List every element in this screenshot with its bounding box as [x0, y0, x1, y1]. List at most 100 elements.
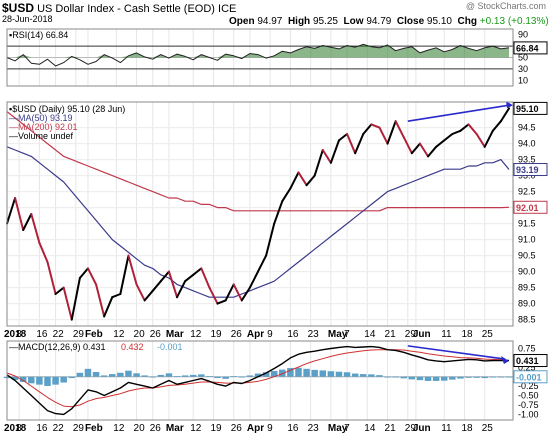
macd-hist-bar: [497, 376, 505, 378]
x-tick-label-bottom: 16: [287, 423, 299, 434]
quote-summary: Open 94.97 High 95.25 Low 94.79 Close 95…: [229, 16, 549, 27]
price-segment: [78, 267, 89, 279]
x-tick-label-bottom: 29: [73, 423, 85, 434]
price-segment: [143, 289, 154, 302]
macd-signal-line: [6, 349, 510, 408]
macd-hist-bar: [327, 371, 335, 377]
rsi-tick-label: 90: [518, 30, 528, 40]
x-tick-label: 18: [461, 329, 473, 340]
price-segment: [192, 267, 203, 276]
price-last-label: 95.10: [516, 104, 539, 114]
macd-hist-bar: [254, 373, 262, 377]
price-segment: [6, 197, 17, 225]
price-segment: [443, 133, 454, 142]
price-tick-label: 89.0: [518, 299, 536, 309]
x-tick-label: 12: [190, 329, 202, 340]
x-tick-label: 16: [287, 329, 299, 340]
x-tick-label-bottom: 26: [150, 423, 162, 434]
x-tick-label-bottom: 21: [385, 423, 397, 434]
price-tick-label: 91.5: [518, 219, 536, 229]
macd-tick-label: -0.50: [518, 391, 539, 401]
x-tick-label: 9: [267, 329, 273, 340]
macd-hist-bar: [246, 375, 254, 377]
price-segment: [127, 254, 138, 286]
price-segment: [435, 139, 446, 148]
x-tick-label: 19: [210, 329, 222, 340]
x-tick-label-bottom: 12: [190, 423, 202, 434]
macd-legend-0: —MACD(12,26,9) 0.431: [9, 342, 106, 352]
price-last-label-box: [513, 101, 548, 115]
x-tick-label: Apr: [247, 329, 264, 340]
x-tick-label-bottom: 18: [461, 423, 473, 434]
rsi-tick-label: 50: [518, 53, 528, 63]
watermark: @ StockCharts.com: [465, 1, 546, 11]
price-segment: [313, 149, 324, 177]
rsi-line: [6, 43, 510, 67]
price-trendline-arrow: [506, 101, 513, 109]
chg-value: +0.13 (+0.13%): [479, 16, 549, 27]
price-panel: [6, 101, 514, 327]
rsi-tick-label: 10: [518, 75, 528, 85]
price-segment: [402, 136, 413, 155]
price-segment: [354, 133, 365, 155]
price-segment: [305, 174, 316, 187]
low-value: 94.79: [366, 16, 392, 27]
x-tick-label: May: [328, 329, 348, 340]
price-tick-label: 92.5: [518, 187, 536, 197]
ma200-last-label-box: [513, 200, 548, 214]
macd-hist-bar: [206, 376, 213, 378]
price-segment: [86, 267, 98, 286]
macd-line: [6, 345, 510, 416]
price-segment: [370, 123, 381, 129]
x-tick-label-bottom: Apr: [247, 423, 264, 434]
macd-hist-bar: [384, 376, 391, 378]
price-tick-label: 90.0: [518, 267, 536, 277]
rsi-tick-label: 30: [518, 64, 528, 74]
price-segment: [475, 133, 486, 148]
macd-hist-bar: [343, 372, 351, 377]
macd-tick-label: -1.00: [518, 409, 539, 419]
price-segment: [232, 283, 243, 302]
price-segment: [46, 261, 57, 295]
price-tick-label: 90.5: [518, 251, 536, 261]
price-segment: [14, 197, 25, 231]
price-segment: [410, 142, 421, 155]
close-value: 95.10: [426, 16, 452, 27]
x-tick-label: 2018: [4, 329, 27, 340]
price-segment: [151, 280, 162, 292]
x-tick-label: 20: [134, 329, 146, 340]
price-segment: [200, 267, 211, 289]
x-tick-label-bottom: 9: [267, 423, 273, 434]
macd-legend-2: -0.001: [157, 342, 183, 352]
macd-hist-bar: [335, 371, 343, 377]
price-segment: [208, 286, 219, 305]
price-segment: [167, 270, 179, 299]
macd-legend-1: 0.432: [121, 342, 144, 352]
open-value: 94.97: [257, 16, 283, 27]
macd-hist-bar: [400, 376, 407, 379]
x-tick-label-bottom: Mar: [166, 423, 184, 434]
price-segment: [467, 123, 478, 135]
price-segment: [38, 241, 49, 263]
x-tick-label-bottom: Feb: [85, 423, 103, 434]
price-segment: [273, 200, 284, 225]
macd-hist-last-label-box: [513, 370, 548, 384]
macd-hist-bar: [92, 371, 100, 377]
price-segment: [483, 129, 494, 148]
macd-hist-bar: [11, 376, 19, 380]
price-segment: [184, 273, 195, 283]
x-tick-label-bottom: 16: [36, 423, 48, 434]
price-segment: [378, 126, 389, 145]
x-tick-label: 7: [344, 329, 350, 340]
x-tick-label: 22: [53, 329, 65, 340]
price-segment: [427, 145, 438, 158]
macd-hist-bar: [44, 376, 51, 386]
macd-hist-bar: [230, 376, 237, 378]
x-tick-label: 14: [364, 329, 376, 340]
high-value: 95.25: [312, 16, 338, 27]
macd-hist-bar: [100, 375, 108, 377]
macd-hist-bar: [19, 376, 27, 383]
macd-tick-label: 0.25: [518, 362, 536, 372]
macd-last-label-box: [513, 354, 548, 368]
